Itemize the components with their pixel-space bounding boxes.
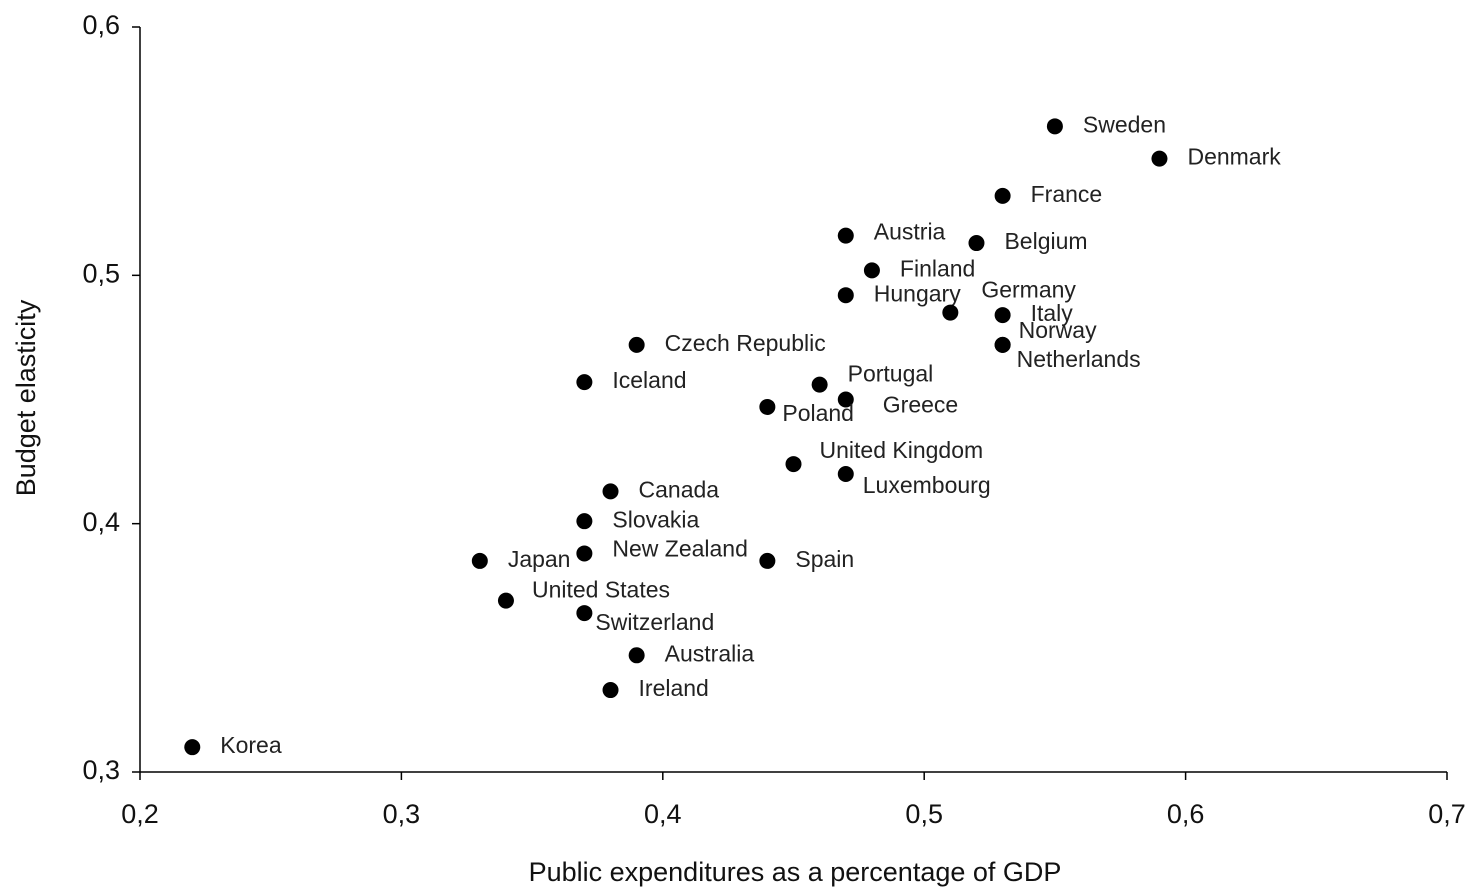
point-label: Portugal [848, 361, 934, 387]
point-label: Japan [508, 546, 571, 572]
point [837, 227, 854, 244]
point [994, 187, 1011, 204]
point [759, 552, 776, 569]
point [837, 287, 854, 304]
point-label: Australia [665, 640, 755, 666]
point [497, 592, 514, 609]
point-label: Finland [900, 255, 975, 281]
point [576, 374, 593, 391]
point-label: Ireland [639, 675, 709, 701]
point [628, 647, 645, 664]
point-label: New Zealand [612, 536, 748, 562]
point-label: Poland [782, 400, 854, 426]
point [576, 605, 593, 622]
point [994, 307, 1011, 324]
point-label: Norway [1019, 317, 1097, 343]
x-tick-label: 0,6 [1167, 799, 1205, 829]
point-label: Korea [220, 732, 282, 758]
x-tick-label: 0,5 [905, 799, 943, 829]
point-label: Switzerland [595, 609, 714, 635]
point [1151, 150, 1168, 167]
point-label: Germany [981, 277, 1076, 303]
y-tick-label: 0,5 [82, 258, 120, 288]
point-label: United States [532, 577, 670, 603]
point [837, 391, 854, 408]
point-label: Czech Republic [665, 330, 826, 356]
point [863, 262, 880, 279]
point [994, 336, 1011, 353]
y-tick-label: 0,6 [82, 10, 120, 40]
point [576, 545, 593, 562]
point-label: Netherlands [1017, 346, 1141, 372]
point-label: Austria [874, 219, 946, 245]
point [184, 739, 201, 756]
x-tick-label: 0,4 [644, 799, 682, 829]
point-label: Greece [883, 392, 958, 418]
point-label: Sweden [1083, 111, 1166, 137]
point [1046, 118, 1063, 135]
point [628, 336, 645, 353]
y-axis-title: Budget elasticity [11, 299, 41, 496]
point [602, 682, 619, 699]
point [759, 398, 776, 415]
point-label: Denmark [1187, 144, 1281, 170]
x-tick-label: 0,3 [383, 799, 421, 829]
point [968, 235, 985, 252]
point [576, 513, 593, 530]
y-tick-label: 0,3 [82, 755, 120, 785]
point [602, 483, 619, 500]
x-tick-label: 0,7 [1428, 799, 1466, 829]
point-label: Iceland [612, 367, 686, 393]
x-axis-title: Public expenditures as a percentage of G… [529, 857, 1062, 887]
y-tick-label: 0,4 [82, 507, 120, 537]
point-label: Slovakia [612, 506, 699, 532]
point [837, 466, 854, 482]
point [471, 552, 488, 569]
point [811, 376, 828, 393]
point-label: Canada [639, 476, 720, 502]
point-label: Belgium [1004, 228, 1087, 254]
point-label: France [1031, 181, 1103, 207]
point-label: Spain [795, 546, 854, 572]
x-tick-label: 0,2 [121, 799, 159, 829]
point [942, 304, 959, 321]
point-label: Luxembourg [863, 472, 991, 498]
point [785, 456, 802, 473]
point-label: Italy [1031, 300, 1074, 326]
point-label: Hungary [874, 280, 961, 306]
point-label: United Kingdom [820, 437, 984, 463]
